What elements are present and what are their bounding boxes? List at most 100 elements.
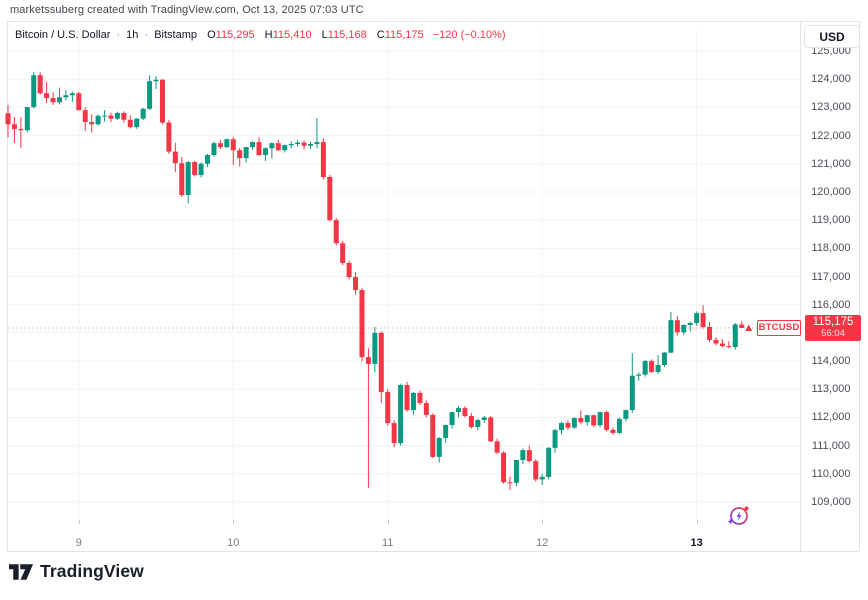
spark-icon[interactable] <box>726 502 752 528</box>
candle-body <box>552 430 558 448</box>
candle-body <box>507 482 513 484</box>
candle-body <box>69 93 75 96</box>
legend-separator: · <box>116 29 121 41</box>
interval-label[interactable]: 1h <box>126 29 139 41</box>
candle-body <box>301 142 307 146</box>
open-label: O <box>207 29 216 41</box>
candle-body <box>475 419 481 428</box>
time-axis-label: 11 <box>382 537 394 549</box>
time-axis-tick <box>387 520 389 524</box>
candle-body <box>114 113 120 119</box>
symbol-title[interactable]: Bitcoin / U.S. Dollar <box>15 29 111 41</box>
candle-body <box>449 412 455 426</box>
price-axis-label: 124,000 <box>811 73 851 86</box>
candle-body <box>256 142 262 156</box>
last-price-value: 115,175 <box>812 315 854 328</box>
candle-body <box>694 313 700 324</box>
candle-body <box>134 118 140 128</box>
candle-body <box>726 346 732 348</box>
tradingview-mark <box>9 563 33 580</box>
candle-body <box>668 320 674 353</box>
price-axis-label: 120,000 <box>811 185 851 198</box>
close-value: 115,175 <box>384 29 424 41</box>
candle-body <box>127 119 133 128</box>
candle-body <box>121 113 127 120</box>
candle-body <box>230 139 236 151</box>
candle-body <box>661 352 667 366</box>
low-value: 115,168 <box>327 29 367 41</box>
candle-body <box>707 326 713 340</box>
open-value: 115,295 <box>215 29 255 41</box>
candle-body <box>443 425 449 439</box>
price-axis-label: 117,000 <box>811 270 851 283</box>
brand-name: TradingView <box>40 561 144 581</box>
candle-body <box>11 124 17 130</box>
candle-body <box>410 392 416 411</box>
price-axis-border <box>800 22 801 552</box>
price-axis-label: 118,000 <box>811 242 851 255</box>
price-axis-label: 121,000 <box>811 157 851 170</box>
candle-body <box>404 385 410 411</box>
candle-body <box>76 93 82 111</box>
last-price-badge: 115,175 56:04 <box>805 314 861 341</box>
candle-body <box>217 143 223 148</box>
candle-body <box>494 441 500 453</box>
candle-body <box>488 417 494 442</box>
candle-body <box>533 461 539 480</box>
candle-body <box>63 95 69 98</box>
candle-body <box>108 115 114 119</box>
tradingview-logo[interactable]: TradingView <box>9 561 144 582</box>
candle-body <box>140 108 146 119</box>
candle-body <box>481 417 487 420</box>
candle-body <box>333 220 339 244</box>
candle-body <box>398 385 404 444</box>
candle-body <box>713 339 719 344</box>
candle-body <box>353 277 359 291</box>
price-axis-label: 111,000 <box>811 439 851 452</box>
candle-body <box>565 423 571 428</box>
price-axis-label: 119,000 <box>811 214 851 227</box>
candle-body <box>211 143 217 156</box>
attribution-text: marketssuberg created with TradingView.c… <box>10 4 364 16</box>
exchange-label[interactable]: Bitstamp <box>154 29 198 41</box>
candle-body <box>681 324 687 333</box>
close-label: C <box>376 29 385 41</box>
candle-body <box>700 313 706 327</box>
candle-body <box>655 365 661 373</box>
candle-body <box>513 460 519 483</box>
candle-body <box>56 97 62 103</box>
candle-body <box>50 98 56 103</box>
candle-body <box>391 423 397 444</box>
candle-body <box>320 142 326 177</box>
candle-body <box>243 147 249 159</box>
time-axis-label: 12 <box>536 537 549 549</box>
time-axis-tick <box>696 520 698 524</box>
candle-body <box>456 408 462 413</box>
candle-body <box>159 79 165 123</box>
candle-body <box>192 162 198 176</box>
candle-body <box>417 392 423 404</box>
candle-body <box>468 416 474 428</box>
time-axis-label: 13 <box>690 537 703 549</box>
candle-body <box>314 142 320 145</box>
candle-body <box>359 290 365 358</box>
candle-body <box>275 143 281 151</box>
candle-body <box>616 418 622 433</box>
candle-body <box>31 75 37 108</box>
high-value: 115,410 <box>272 29 312 41</box>
candle-body <box>269 143 275 149</box>
candle-body <box>340 243 346 263</box>
time-axis-tick <box>233 520 235 524</box>
time-axis-tick <box>542 520 544 524</box>
candle-body <box>282 145 288 151</box>
price-axis-label: 116,000 <box>811 298 851 311</box>
time-axis-tick <box>78 520 80 524</box>
price-axis-label: 125,000 <box>811 45 851 57</box>
symbol-price-line-label: BTCUSD <box>757 319 801 336</box>
candle-body <box>224 139 230 148</box>
candle-body <box>24 107 30 131</box>
currency-usd-button[interactable]: USD <box>804 25 860 48</box>
candle-body <box>423 403 429 415</box>
candle-body <box>102 115 108 117</box>
